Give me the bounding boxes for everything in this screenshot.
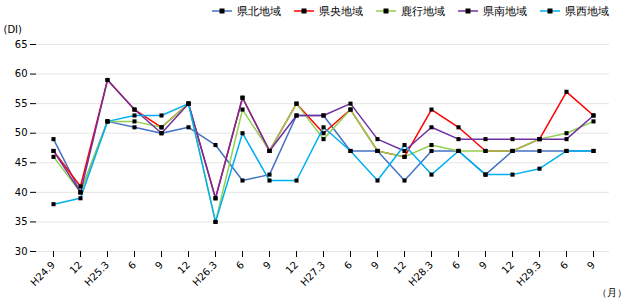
svg-text:60: 60 [15,68,28,79]
svg-text:6: 6 [234,259,246,271]
svg-text:45: 45 [15,157,28,168]
svg-text:35: 35 [15,216,28,227]
svg-text:H26.3: H26.3 [190,259,219,288]
svg-text:65: 65 [15,39,28,50]
svg-text:(DI): (DI) [4,24,23,35]
html-text:鹿行地域: 鹿行地域 [401,4,445,18]
svg-text:H29.3: H29.3 [514,259,543,288]
svg-text:H24.9: H24.9 [28,259,57,288]
svg-text:12: 12 [175,259,192,276]
html-text:県南地域: 県南地域 [483,4,527,18]
svg-text:12: 12 [499,259,516,276]
svg-text:40: 40 [15,187,28,198]
html-text:県央地域: 県央地域 [319,4,363,18]
svg-text:12: 12 [391,259,408,276]
svg-text:（月）: （月） [597,287,627,298]
svg-text:H27.3: H27.3 [298,259,327,288]
svg-text:12: 12 [283,259,300,276]
svg-text:H28.3: H28.3 [406,259,435,288]
svg-text:H25.3: H25.3 [82,259,111,288]
svg-text:9: 9 [261,259,273,271]
svg-text:30: 30 [15,246,28,257]
svg-text:6: 6 [126,259,138,271]
svg-text:6: 6 [342,259,354,271]
svg-text:9: 9 [153,259,165,271]
svg-text:6: 6 [450,259,462,271]
svg-text:55: 55 [15,98,28,109]
svg-text:9: 9 [477,259,489,271]
svg-text:12: 12 [67,259,84,276]
html-text:県西地域: 県西地域 [565,4,609,18]
svg-text:50: 50 [15,127,28,138]
svg-text:6: 6 [558,259,570,271]
svg-text:9: 9 [369,259,381,271]
html-text:県北地域: 県北地域 [237,4,281,18]
svg-text:9: 9 [585,259,597,271]
